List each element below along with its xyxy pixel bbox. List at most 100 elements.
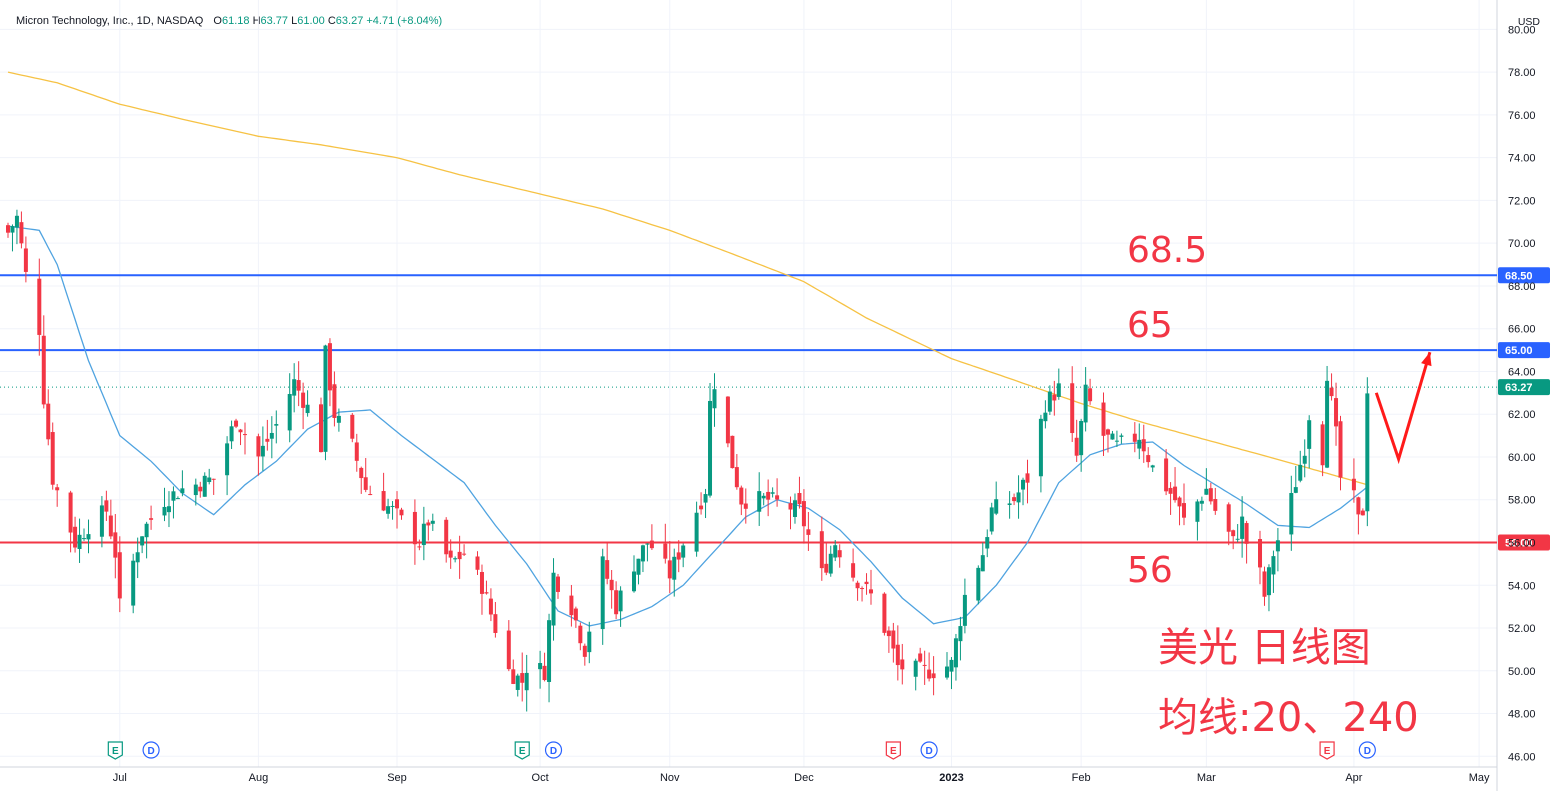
x-tick-label: Jul [113, 772, 127, 784]
candle-body [193, 484, 198, 496]
candle-body [19, 222, 24, 244]
candle-body [676, 552, 681, 560]
y-tick-label: 76.00 [1508, 110, 1536, 122]
candle-body [1173, 486, 1178, 501]
projection-arrowhead [1421, 352, 1432, 367]
candle-body [479, 571, 484, 594]
candle-body [708, 400, 713, 496]
candle-body [171, 491, 176, 501]
candle-body [860, 588, 865, 590]
candle-body [135, 552, 140, 563]
candle-body [1240, 516, 1245, 539]
candle-body [1195, 501, 1200, 522]
candle-body [350, 414, 355, 439]
candle-body [462, 553, 467, 555]
candle-body [484, 592, 489, 594]
candle-body [363, 477, 368, 490]
candle-body [1105, 429, 1110, 435]
candle-body [1334, 398, 1339, 427]
symbol-title: Micron Technology, Inc., 1D, NASDAQ [16, 15, 204, 27]
annotation-subtitle: 均线:20、240 [1158, 695, 1419, 741]
candle-body [211, 478, 216, 480]
candle-body [882, 593, 887, 633]
candle-body [412, 511, 417, 545]
candle-body [819, 531, 824, 569]
candle-body [104, 500, 109, 512]
candle-body [319, 404, 324, 453]
candle-body [699, 505, 704, 510]
candle-body [569, 595, 574, 616]
y-tick-label: 52.00 [1508, 623, 1536, 635]
candle-body [1079, 420, 1084, 456]
y-tick-label: 64.00 [1508, 366, 1536, 378]
candle-body [1208, 488, 1213, 502]
candle-body [1141, 439, 1146, 452]
candle-body [140, 536, 145, 546]
candle-body [1043, 412, 1048, 422]
candle-body [962, 594, 967, 626]
event-label: E [1324, 746, 1331, 757]
candle-body [6, 225, 10, 233]
open-value: 61.18 [221, 15, 250, 27]
candle-body [645, 543, 650, 545]
candle-body [73, 526, 78, 548]
close-label: C [327, 15, 336, 27]
y-tick-label: 48.00 [1508, 709, 1536, 721]
candle-body [1213, 499, 1218, 511]
candle-body [1351, 478, 1356, 491]
y-tick-label: 60.00 [1508, 452, 1536, 464]
candle-body [108, 515, 113, 537]
annotation-65: 65 [1127, 305, 1173, 346]
price-tag-label: 65.00 [1505, 345, 1533, 357]
candle-body [430, 520, 435, 524]
candle-body [1132, 433, 1137, 442]
candle-body [649, 540, 654, 549]
candle-body [180, 488, 185, 494]
price-tag [1498, 267, 1550, 284]
candle-body [989, 507, 994, 532]
candle-body [86, 534, 91, 540]
candle-body [1289, 493, 1294, 535]
candle-body [945, 666, 950, 678]
price-tag [1498, 342, 1550, 359]
x-tick-label: Sep [387, 772, 407, 784]
candle-body [1074, 437, 1079, 456]
candle-body [162, 506, 167, 516]
candle-body [958, 626, 963, 642]
candle-body [1235, 538, 1240, 540]
y-tick-label: 68.00 [1508, 281, 1536, 293]
candle-body [46, 403, 51, 440]
candle-body [453, 558, 458, 560]
candle-body [1325, 380, 1330, 468]
candle-body [1338, 421, 1343, 478]
candle-body [1056, 383, 1061, 397]
earnings-event-icon [1319, 741, 1335, 760]
y-tick-label: 66.00 [1508, 324, 1536, 336]
x-tick-label: 2023 [939, 772, 963, 784]
candle-body [640, 545, 645, 562]
x-tick-label: Dec [794, 772, 814, 784]
candle-body [1271, 556, 1276, 575]
candle-body [292, 379, 297, 396]
candle-body [573, 608, 578, 621]
candle-body [202, 475, 207, 497]
candle-body [725, 396, 730, 444]
candle-body [913, 660, 918, 677]
candle-body [582, 645, 587, 657]
ma240-layer [7, 71, 1368, 486]
open-label: O [213, 15, 222, 27]
candle-body [788, 503, 793, 510]
price-tag-label: 56.00 [1505, 538, 1533, 550]
candle-body [1307, 420, 1312, 449]
candle-body [1204, 488, 1209, 495]
candle-body [757, 491, 762, 512]
annotation-title: 美光 日线图 [1158, 625, 1371, 671]
x-tick-label: Aug [249, 772, 269, 784]
earnings-event-icon [514, 741, 530, 760]
candle-body [891, 630, 896, 649]
candle-body [23, 248, 28, 272]
candle-body [1275, 540, 1280, 552]
candle-body [475, 556, 480, 570]
dividend-event-icon [920, 741, 938, 759]
